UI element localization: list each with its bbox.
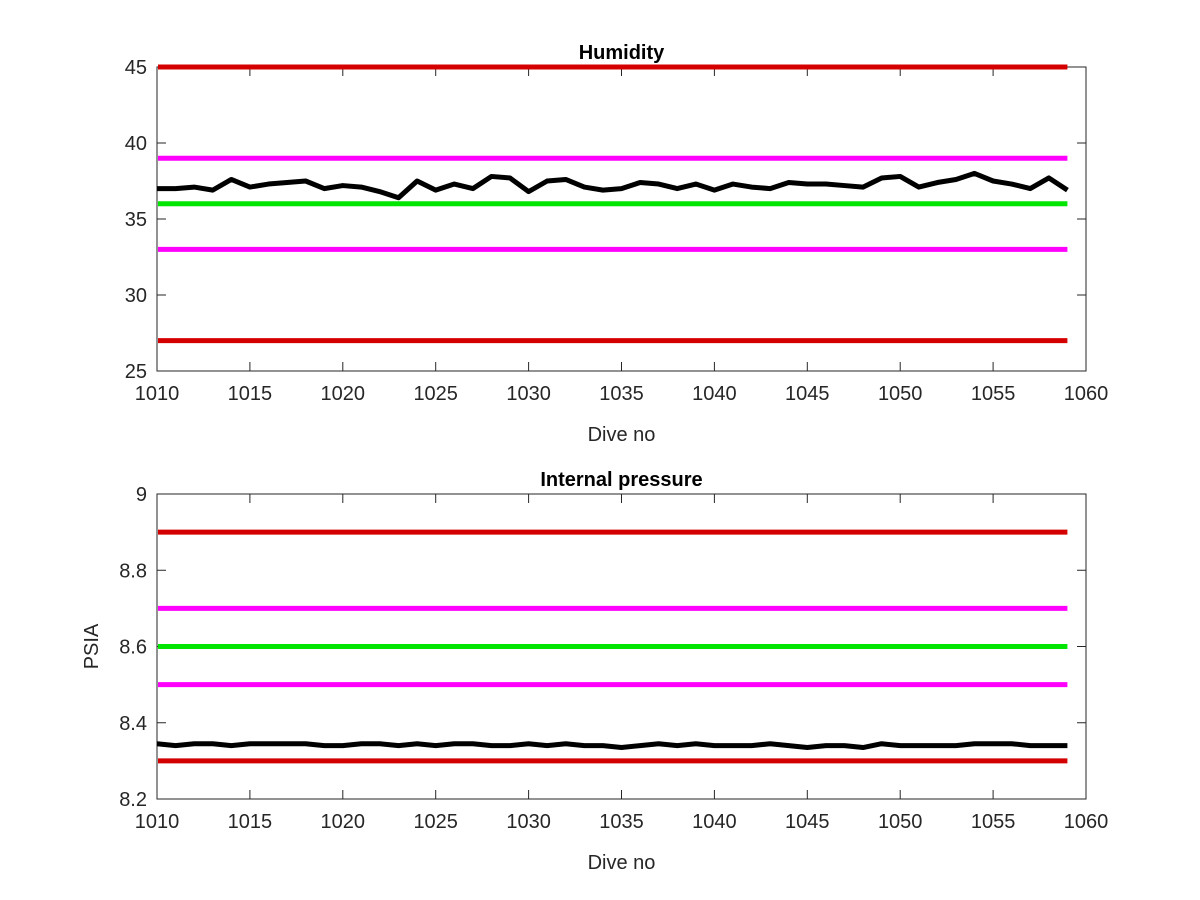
x-tick-label: 1015 bbox=[228, 383, 273, 405]
x-tick-label: 1025 bbox=[413, 383, 458, 405]
y-tick-label: 8.6 bbox=[119, 637, 147, 659]
x-tick-label: 1055 bbox=[971, 811, 1016, 833]
y-tick-label: 8.4 bbox=[119, 713, 147, 735]
x-tick-label: 1030 bbox=[506, 811, 551, 833]
x-axis-label: Dive no bbox=[588, 852, 656, 874]
series-line bbox=[157, 170, 1069, 201]
x-tick-label: 1010 bbox=[135, 811, 180, 833]
y-tick-label: 8.8 bbox=[119, 560, 147, 582]
x-tick-label: 1015 bbox=[228, 811, 273, 833]
x-tick-label: 1060 bbox=[1064, 811, 1109, 833]
y-tick-label: 25 bbox=[125, 361, 147, 383]
x-tick-label: 1010 bbox=[135, 383, 180, 405]
y-tick-label: 9 bbox=[136, 484, 147, 506]
y-tick-label: 40 bbox=[125, 133, 147, 155]
y-axis-label: PSIA bbox=[81, 623, 103, 669]
y-tick-label: 35 bbox=[125, 209, 147, 231]
series-line bbox=[156, 741, 1068, 751]
x-axis-label: Dive no bbox=[588, 424, 656, 446]
x-tick-label: 1035 bbox=[599, 383, 644, 405]
subplot-1: 1010 1015 1020 1025 1030 1035 1040 1045 1050 1055… bbox=[125, 42, 1109, 446]
x-tick-label: 1025 bbox=[413, 811, 458, 833]
x-tick-label: 1030 bbox=[506, 383, 551, 405]
y-tick-label: 8.2 bbox=[119, 789, 147, 811]
x-tick-label: 1020 bbox=[321, 811, 366, 833]
x-tick-label: 1055 bbox=[971, 383, 1016, 405]
x-tick-label: 1040 bbox=[692, 811, 737, 833]
x-tick-label: 1045 bbox=[785, 383, 830, 405]
x-tick-label: 1060 bbox=[1064, 383, 1109, 405]
x-tick-label: 1045 bbox=[785, 811, 830, 833]
x-tick-label: 1050 bbox=[878, 811, 923, 833]
subplot-2: 1010 1015 1020 1025 1030 1035 1040 1045 1050 1055… bbox=[81, 469, 1108, 874]
x-tick-label: 1050 bbox=[878, 383, 923, 405]
y-tick-label: 45 bbox=[125, 57, 147, 79]
axes-box bbox=[156, 66, 1087, 372]
x-tick-label: 1035 bbox=[599, 811, 644, 833]
x-tick-label: 1040 bbox=[692, 383, 737, 405]
x-tick-label: 1020 bbox=[321, 383, 366, 405]
y-tick-label: 30 bbox=[125, 285, 147, 307]
chart-title: Humidity bbox=[579, 42, 665, 64]
chart-title: Internal pressure bbox=[540, 469, 702, 491]
